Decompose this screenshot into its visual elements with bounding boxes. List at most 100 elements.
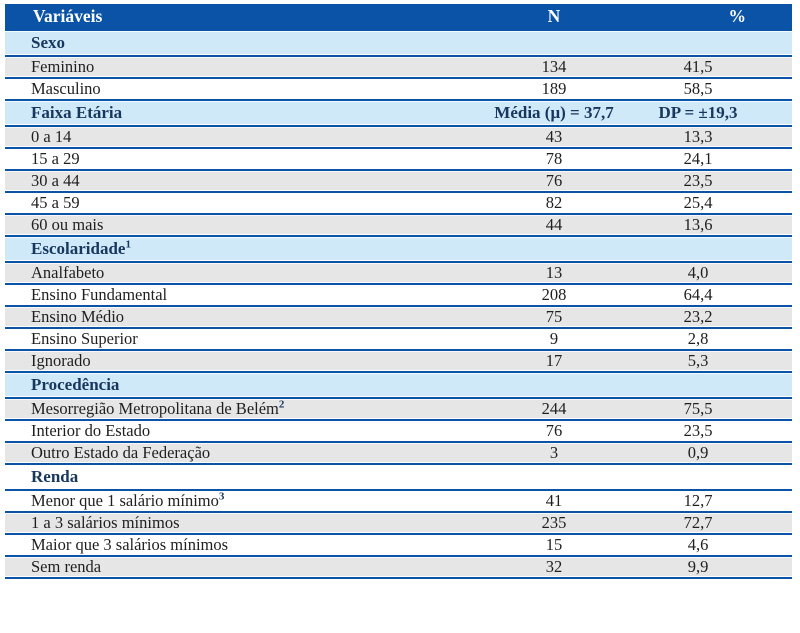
table-row: Maior que 3 salários mínimos 15 4,6 [5,534,792,557]
variable-label-text: Menor que 1 salário mínimo [31,491,219,510]
pct-cell: 23,2 [630,306,792,329]
variable-cell: Sem renda [5,556,478,579]
pct-cell: 9,9 [630,556,792,579]
variable-cell: Menor que 1 salário mínimo3 [5,490,478,513]
section-label-text: Escolaridade [31,239,126,258]
n-cell: 43 [478,126,630,149]
pct-cell: 13,6 [630,214,792,237]
pct-cell: 72,7 [630,512,792,535]
table-row: Feminino 134 41,5 [5,56,792,79]
section-row-escolaridade: Escolaridade1 [5,236,792,263]
n-cell: 189 [478,78,630,101]
pct-cell: 75,5 [630,398,792,421]
pct-cell: 25,4 [630,192,792,215]
n-cell [478,236,630,263]
table-row: Analfabeto 13 4,0 [5,262,792,285]
table-row: Ensino Médio 75 23,2 [5,306,792,329]
n-cell: 78 [478,148,630,171]
section-label: Sexo [5,30,478,57]
table-header-row: Variáveis N % [5,4,792,31]
variable-cell: Feminino [5,56,478,79]
section-row-renda: Renda [5,464,792,491]
n-cell: 76 [478,170,630,193]
variable-label-text: Mesorregião Metropolitana de Belém [31,399,279,418]
n-cell [478,372,630,399]
n-cell: 44 [478,214,630,237]
variable-cell: Ensino Fundamental [5,284,478,307]
footnote-marker: 1 [125,238,131,251]
pct-cell: 2,8 [630,328,792,351]
pct-cell: 23,5 [630,420,792,443]
variable-cell: 45 a 59 [5,192,478,215]
section-label-text: Renda [31,467,79,486]
n-cell: 17 [478,350,630,373]
n-cell [478,30,630,57]
variable-cell: 1 a 3 salários mínimos [5,512,478,535]
table-row: 15 a 29 78 24,1 [5,148,792,171]
n-cell: 3 [478,442,630,465]
section-label: Procedência [5,372,478,399]
variable-cell: Interior do Estado [5,420,478,443]
pct-cell: 4,6 [630,534,792,557]
pct-cell [630,30,792,57]
section-row-faixa-etaria: Faixa Etária Média (μ) = 37,7 DP = ±19,3 [5,100,792,127]
n-cell: 244 [478,398,630,421]
table-row: Sem renda 32 9,9 [5,556,792,579]
n-cell: 13 [478,262,630,285]
table-row: 60 ou mais 44 13,6 [5,214,792,237]
pct-cell: 64,4 [630,284,792,307]
pct-cell: 23,5 [630,170,792,193]
pct-cell: 12,7 [630,490,792,513]
variable-cell: Ignorado [5,350,478,373]
table-row: 30 a 44 76 23,5 [5,170,792,193]
n-cell: 235 [478,512,630,535]
table-row: Ensino Superior 9 2,8 [5,328,792,351]
variable-cell: Ensino Superior [5,328,478,351]
n-cell: 32 [478,556,630,579]
demographics-table-wrap: Variáveis N % Sexo Feminino 134 41,5 Mas… [5,4,792,579]
section-label-text: Procedência [31,375,120,394]
table-row: Outro Estado da Federação 3 0,9 [5,442,792,465]
table-row: 0 a 14 43 13,3 [5,126,792,149]
table-row: Mesorregião Metropolitana de Belém2 244 … [5,398,792,421]
n-cell: 75 [478,306,630,329]
pct-cell: 58,5 [630,78,792,101]
variable-cell: Maior que 3 salários mínimos [5,534,478,557]
column-header-percent: % [630,4,792,31]
section-label: Renda [5,464,478,491]
pct-cell: 4,0 [630,262,792,285]
section-label: Escolaridade1 [5,236,478,263]
n-cell [478,464,630,491]
pct-cell: 13,3 [630,126,792,149]
table-row: Interior do Estado 76 23,5 [5,420,792,443]
n-cell: 41 [478,490,630,513]
n-cell: 15 [478,534,630,557]
column-header-n: N [478,4,630,31]
variable-cell: Outro Estado da Federação [5,442,478,465]
variable-cell: Ensino Médio [5,306,478,329]
section-row-procedencia: Procedência [5,372,792,399]
table-row: Ensino Fundamental 208 64,4 [5,284,792,307]
mean-cell: Média (μ) = 37,7 [478,100,630,127]
pct-cell: 5,3 [630,350,792,373]
n-cell: 208 [478,284,630,307]
n-cell: 134 [478,56,630,79]
section-row-sexo: Sexo [5,30,792,57]
table-row: Ignorado 17 5,3 [5,350,792,373]
table-row: 1 a 3 salários mínimos 235 72,7 [5,512,792,535]
column-header-variaveis: Variáveis [5,4,478,31]
footnote-marker: 3 [218,490,225,503]
variable-cell: 30 a 44 [5,170,478,193]
variable-cell: Analfabeto [5,262,478,285]
pct-cell [630,372,792,399]
n-cell: 76 [478,420,630,443]
n-cell: 9 [478,328,630,351]
section-label-text: Faixa Etária [31,103,123,122]
table-row: Masculino 189 58,5 [5,78,792,101]
demographics-table: Variáveis N % Sexo Feminino 134 41,5 Mas… [5,4,792,579]
section-label-text: Sexo [31,33,65,52]
sd-cell: DP = ±19,3 [630,100,792,127]
variable-cell: Masculino [5,78,478,101]
variable-cell: 0 a 14 [5,126,478,149]
variable-cell: 15 a 29 [5,148,478,171]
